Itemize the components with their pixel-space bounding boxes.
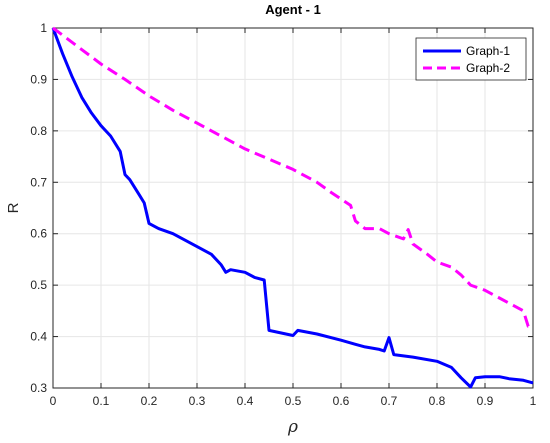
y-axis-label: R xyxy=(5,202,22,213)
y-tick-label: 0.9 xyxy=(30,72,47,86)
x-tick-label: 0.8 xyxy=(429,394,446,408)
x-tick-label: 0.4 xyxy=(237,394,254,408)
y-axis-ticks: 0.3 0.4 0.5 0.6 0.7 0.8 0.9 1 xyxy=(30,21,533,395)
y-tick-label: 0.6 xyxy=(30,227,47,241)
x-tick-label: 0.5 xyxy=(285,394,302,408)
legend-label: Graph-2 xyxy=(466,61,510,75)
series-layer xyxy=(51,26,534,389)
x-tick-label: 0.9 xyxy=(477,394,494,408)
x-axis-ticks: 0 0.1 0.2 0.3 0.4 0.5 0.6 0.7 0.8 0.9 1 xyxy=(50,28,537,408)
legend: Graph-1 Graph-2 xyxy=(415,37,527,81)
y-tick-label: 1 xyxy=(40,21,47,35)
x-tick-label: 0.3 xyxy=(189,394,206,408)
x-tick-label: 1 xyxy=(530,394,537,408)
x-tick-label: 0.6 xyxy=(333,394,350,408)
legend-box xyxy=(415,37,527,81)
x-tick-label: 0 xyxy=(50,394,57,408)
series-line-graph-1 xyxy=(51,27,534,389)
series-line-graph-2 xyxy=(52,26,533,328)
x-tick-label: 0.1 xyxy=(93,394,110,408)
x-tick-label: 0.7 xyxy=(381,394,398,408)
y-tick-label: 0.5 xyxy=(30,278,47,292)
y-tick-label: 0.3 xyxy=(30,381,47,395)
x-axis-label: ρ xyxy=(287,417,298,437)
y-tick-label: 0.8 xyxy=(30,124,47,138)
legend-label: Graph-1 xyxy=(466,44,510,58)
y-tick-label: 0.7 xyxy=(30,175,47,189)
chart-title: Agent - 1 xyxy=(265,2,321,17)
y-tick-label: 0.4 xyxy=(30,330,47,344)
x-tick-label: 0.2 xyxy=(141,394,158,408)
